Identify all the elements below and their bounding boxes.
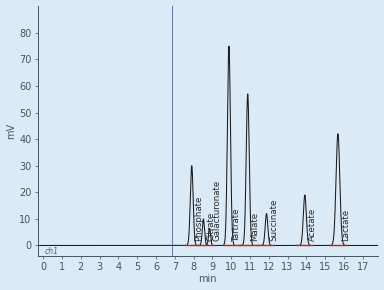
Text: Phosphate: Phosphate [195,196,204,242]
Text: Acetate: Acetate [308,208,317,242]
Text: Succinate: Succinate [269,199,278,242]
Text: Galacturonate: Galacturonate [212,180,222,242]
Text: Lactate: Lactate [341,209,350,242]
Text: Citrate: Citrate [206,212,215,242]
Text: Tartrate: Tartrate [232,208,241,242]
Text: Malate: Malate [250,212,260,242]
Text: ch1: ch1 [45,247,59,256]
X-axis label: min: min [199,274,217,284]
Y-axis label: mV: mV [6,123,16,139]
